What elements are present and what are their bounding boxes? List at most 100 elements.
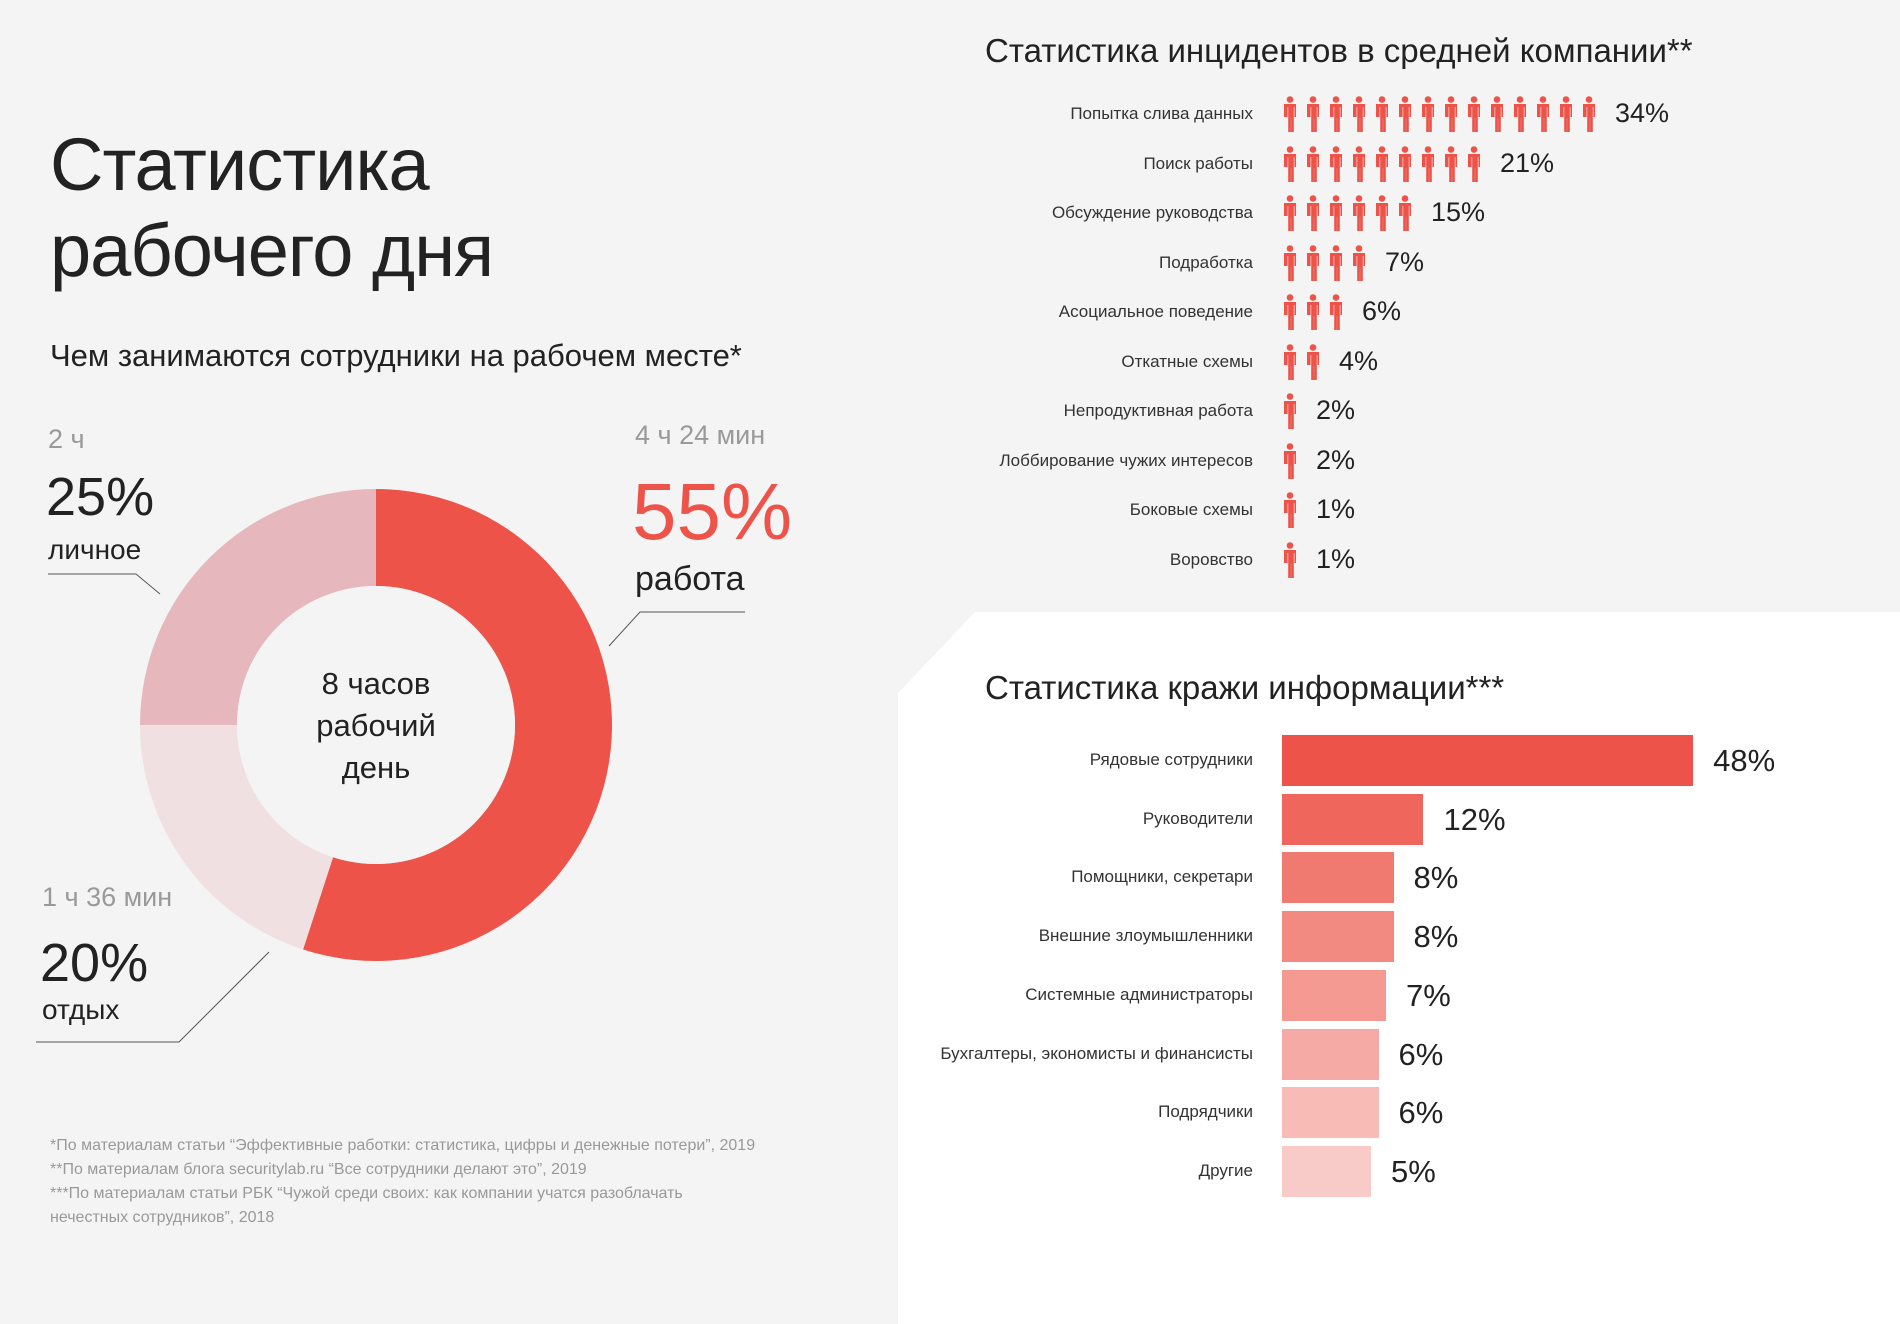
footnotes: *По материалам статьи “Эффективные работ… — [50, 1134, 755, 1230]
personal-duration: 2 ч — [48, 424, 85, 454]
person-icon — [1306, 244, 1320, 286]
person-icon — [1444, 96, 1458, 137]
person-icon — [1283, 541, 1297, 583]
theft-bar — [1282, 852, 1394, 904]
theft-percent: 6% — [1398, 1095, 1444, 1131]
incident-percent: 2% — [1316, 395, 1356, 425]
person-icon — [1375, 145, 1389, 187]
theft-bar — [1282, 1087, 1379, 1139]
work-label: работа — [635, 560, 745, 598]
person-icon — [1444, 145, 1458, 187]
incident-percent: 1% — [1316, 543, 1356, 574]
incident-label: Непродуктивная работа — [1063, 401, 1253, 420]
person-icon — [1467, 145, 1481, 187]
work-duration: 4 ч 24 мин — [635, 420, 766, 450]
person-icon — [1421, 145, 1435, 187]
theft-percent: 7% — [1406, 977, 1451, 1013]
theft-percent: 6% — [1398, 1036, 1444, 1072]
theft-percent: 8% — [1413, 919, 1459, 955]
person-icon — [1352, 195, 1366, 236]
donut-slice — [140, 725, 334, 950]
theft-label: Системные администраторы — [1025, 984, 1253, 1004]
incident-label: Поиск работы — [1143, 153, 1253, 173]
incidents-title: Статистика инцидентов в средней компании… — [985, 32, 1693, 69]
theft-label: Другие — [1198, 1160, 1253, 1180]
theft-bar — [1282, 1028, 1379, 1080]
theft-label: Бухгалтеры, экономисты и финансисты — [940, 1043, 1253, 1063]
theft-label: Рядовые сотрудники — [1089, 750, 1253, 769]
incident-percent: 4% — [1339, 345, 1379, 376]
rest-percent: 20% — [40, 933, 149, 993]
theft-label: Внешние злоумышленники — [1038, 926, 1253, 946]
person-icon — [1329, 244, 1343, 286]
donut-subtitle: Чем занимаются сотрудники на рабочем мес… — [50, 338, 742, 373]
person-icon — [1352, 145, 1366, 187]
person-icon — [1329, 294, 1343, 335]
incident-label: Откатные схемы — [1121, 351, 1253, 371]
person-icon — [1375, 195, 1389, 236]
work-percent: 55% — [632, 467, 793, 556]
theft-label: Помощники, секретари — [1071, 867, 1253, 887]
theft-bar — [1282, 969, 1387, 1021]
incident-percent: 6% — [1362, 296, 1402, 326]
person-icon — [1582, 96, 1596, 137]
incident-label: Боковые схемы — [1129, 500, 1253, 519]
incident-label: Обсуждение руководства — [1051, 203, 1253, 222]
incident-percent: 21% — [1500, 147, 1555, 178]
person-icon — [1283, 294, 1297, 335]
theft-bar — [1282, 735, 1694, 786]
theft-title: Статистика кражи информации*** — [985, 669, 1505, 706]
theft-percent: 12% — [1443, 801, 1506, 837]
footnote: ***По материалам статьи РБК “Чужой среди… — [50, 1185, 683, 1202]
incident-label: Попытка слива данных — [1070, 104, 1253, 123]
rest-duration: 1 ч 36 мин — [42, 882, 173, 912]
theft-label: Подрядчики — [1158, 1102, 1253, 1122]
theft-bar — [1282, 793, 1424, 845]
person-icon — [1306, 145, 1320, 187]
leader-line-personal — [48, 573, 161, 595]
page-title: Статистика рабочего дня — [50, 123, 494, 292]
leader-line-work — [608, 611, 745, 647]
footnote: **По материалам блога securitylab.ru “Вс… — [50, 1161, 587, 1178]
person-icon — [1306, 96, 1320, 137]
person-icon — [1375, 96, 1389, 137]
incident-label: Асоциальное поведение — [1058, 302, 1253, 321]
incident-percent: 2% — [1316, 444, 1356, 475]
person-icon — [1490, 96, 1504, 137]
personal-label: личное — [48, 534, 142, 565]
person-icon — [1352, 96, 1366, 137]
person-icon — [1283, 492, 1297, 533]
person-icon — [1467, 96, 1481, 137]
person-icon — [1329, 195, 1343, 236]
person-icon — [1329, 145, 1343, 187]
person-icon — [1421, 96, 1435, 137]
incident-percent: 7% — [1385, 246, 1425, 277]
incident-percent: 1% — [1316, 494, 1356, 524]
rest-label: отдых — [42, 994, 120, 1025]
person-icon — [1306, 343, 1320, 385]
person-icon — [1559, 96, 1573, 137]
person-icon — [1398, 96, 1412, 137]
incident-percent: 15% — [1431, 197, 1486, 227]
incident-label: Воровство — [1169, 549, 1253, 569]
theft-percent: 8% — [1413, 860, 1459, 896]
donut-chart — [140, 489, 613, 961]
person-icon — [1283, 96, 1297, 137]
white-panel — [898, 612, 1900, 1324]
donut-hole — [237, 586, 515, 864]
theft-bar — [1282, 1145, 1372, 1197]
person-icon — [1283, 145, 1297, 187]
person-icon — [1283, 343, 1297, 385]
donut-center-label: 8 часов рабочий день — [316, 666, 436, 785]
person-icon — [1352, 244, 1366, 286]
person-icon — [1513, 96, 1527, 137]
person-icon — [1283, 244, 1297, 286]
footnote: нечестных сотрудников”, 2018 — [50, 1209, 275, 1226]
incident-percent: 34% — [1615, 98, 1670, 128]
donut-slice — [140, 489, 376, 725]
person-icon — [1283, 195, 1297, 236]
incident-label: Подработка — [1159, 252, 1253, 272]
person-icon — [1306, 195, 1320, 236]
donut-slice — [303, 489, 613, 961]
